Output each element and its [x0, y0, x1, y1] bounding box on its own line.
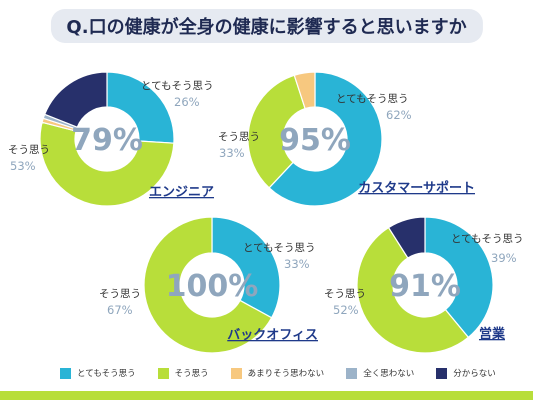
- chart-title: バックオフィス: [227, 328, 318, 343]
- slice-percentage: 52%: [333, 303, 359, 317]
- legend-item-agree: そう思う: [157, 367, 209, 379]
- legend-swatch: [60, 367, 71, 379]
- legend-swatch: [230, 367, 242, 379]
- slice-percentage: 67%: [107, 303, 133, 317]
- legend-swatch: [436, 367, 448, 379]
- donut-slice: [211, 216, 281, 319]
- slice-percentage: 39%: [491, 251, 517, 265]
- chart-title: カスタマーサポート: [358, 180, 475, 196]
- slice-percentage: 62%: [386, 108, 412, 122]
- legend-item-not-at-all: 全く思わない: [346, 367, 414, 379]
- legend-label: とてもそう思う: [77, 369, 136, 379]
- donut-chart: 100% とてもそう思う 33% そう思う 67% バックオフィス: [99, 216, 318, 354]
- legend-swatch: [157, 367, 169, 379]
- slice-percentage: 33%: [219, 146, 245, 160]
- slice-label: とてもそう思う: [451, 233, 523, 245]
- donut-hole: [393, 253, 457, 317]
- donut-hole: [75, 107, 139, 171]
- slice-label: とてもそう思う: [336, 93, 408, 105]
- center-percentage: 79%: [71, 123, 143, 158]
- chart-title: 営業: [479, 326, 506, 342]
- slice-percentage: 53%: [10, 159, 36, 173]
- legend-swatch: [346, 367, 358, 379]
- slice-percentage: 26%: [174, 95, 200, 109]
- legend-label: 分からない: [453, 369, 496, 379]
- legend-item-dont-know: 分からない: [436, 367, 496, 379]
- donut-chart: 91% とてもそう思う 39% そう思う 52% 営業: [324, 216, 523, 354]
- legend: とてもそう思う そう思う あまりそう思わない 全く思わない 分からない: [60, 367, 530, 379]
- legend-label: あまりそう思わない: [247, 369, 325, 379]
- slice-label: そう思う: [99, 288, 141, 300]
- center-percentage: 91%: [389, 269, 461, 304]
- legend-label: 全く思わない: [363, 369, 415, 379]
- slice-percentage: 33%: [284, 257, 310, 271]
- bottom-accent-bar: [0, 391, 533, 400]
- chart-title: エンジニア: [149, 185, 214, 200]
- slice-label: そう思う: [8, 144, 50, 156]
- legend-label: そう思う: [174, 369, 209, 379]
- legend-item-not-really: あまりそう思わない: [230, 367, 325, 379]
- slice-label: とてもそう思う: [141, 80, 213, 92]
- slice-label: そう思う: [324, 288, 366, 300]
- center-percentage: 95%: [279, 123, 351, 158]
- donut-slice: [247, 74, 306, 189]
- center-percentage: 100%: [166, 269, 259, 304]
- slice-label: とてもそう思う: [243, 242, 315, 254]
- slice-label: そう思う: [218, 131, 260, 143]
- donut-hole: [180, 253, 244, 317]
- page-title: Q.口の健康が全身の健康に影響すると思いますか: [50, 9, 483, 43]
- legend-item-very-much: とてもそう思う: [60, 367, 136, 379]
- donut-chart: 79% とてもそう思う 26% そう思う 53% エンジニア: [8, 71, 214, 207]
- page-title-text: Q.口の健康が全身の健康に影響すると思いますか: [66, 17, 467, 38]
- donut-chart: 95% とてもそう思う 62% そう思う 33% カスタマーサポート: [218, 71, 475, 207]
- donut-hole: [283, 107, 347, 171]
